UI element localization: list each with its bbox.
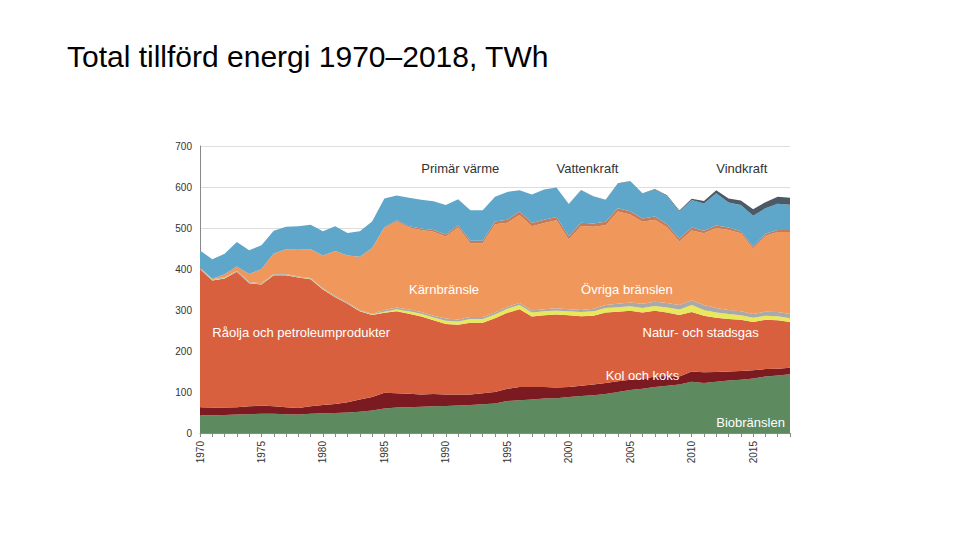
svg-text:400: 400: [175, 264, 192, 275]
svg-text:1995: 1995: [502, 441, 513, 464]
svg-text:0: 0: [186, 428, 192, 439]
svg-text:Kärnbränsle: Kärnbränsle: [409, 282, 479, 297]
svg-text:Primär värme: Primär värme: [421, 161, 499, 176]
svg-text:2010: 2010: [686, 441, 697, 464]
svg-text:2015: 2015: [748, 441, 759, 464]
svg-text:Biobränslen: Biobränslen: [716, 415, 785, 430]
svg-text:Råolja och petroleumprodukter: Råolja och petroleumprodukter: [212, 325, 390, 340]
svg-text:Vattenkraft: Vattenkraft: [556, 161, 618, 176]
svg-text:2000: 2000: [563, 441, 574, 464]
svg-text:1990: 1990: [440, 441, 451, 464]
svg-text:300: 300: [175, 305, 192, 316]
svg-text:Övriga bränslen: Övriga bränslen: [581, 282, 673, 297]
svg-text:100: 100: [175, 387, 192, 398]
svg-text:1980: 1980: [317, 441, 328, 464]
svg-text:1970: 1970: [195, 441, 206, 464]
svg-text:1975: 1975: [256, 441, 267, 464]
svg-text:200: 200: [175, 346, 192, 357]
svg-text:1985: 1985: [379, 441, 390, 464]
svg-text:600: 600: [175, 182, 192, 193]
svg-text:2005: 2005: [625, 441, 636, 464]
svg-text:Total tillförd energi 1970–201: Total tillförd energi 1970–2018, TWh: [67, 40, 548, 73]
svg-text:500: 500: [175, 223, 192, 234]
svg-text:Vindkraft: Vindkraft: [716, 161, 767, 176]
svg-text:Kol och koks: Kol och koks: [606, 368, 680, 383]
svg-text:700: 700: [175, 141, 192, 152]
svg-text:Natur- och stadsgas: Natur- och stadsgas: [643, 325, 760, 340]
